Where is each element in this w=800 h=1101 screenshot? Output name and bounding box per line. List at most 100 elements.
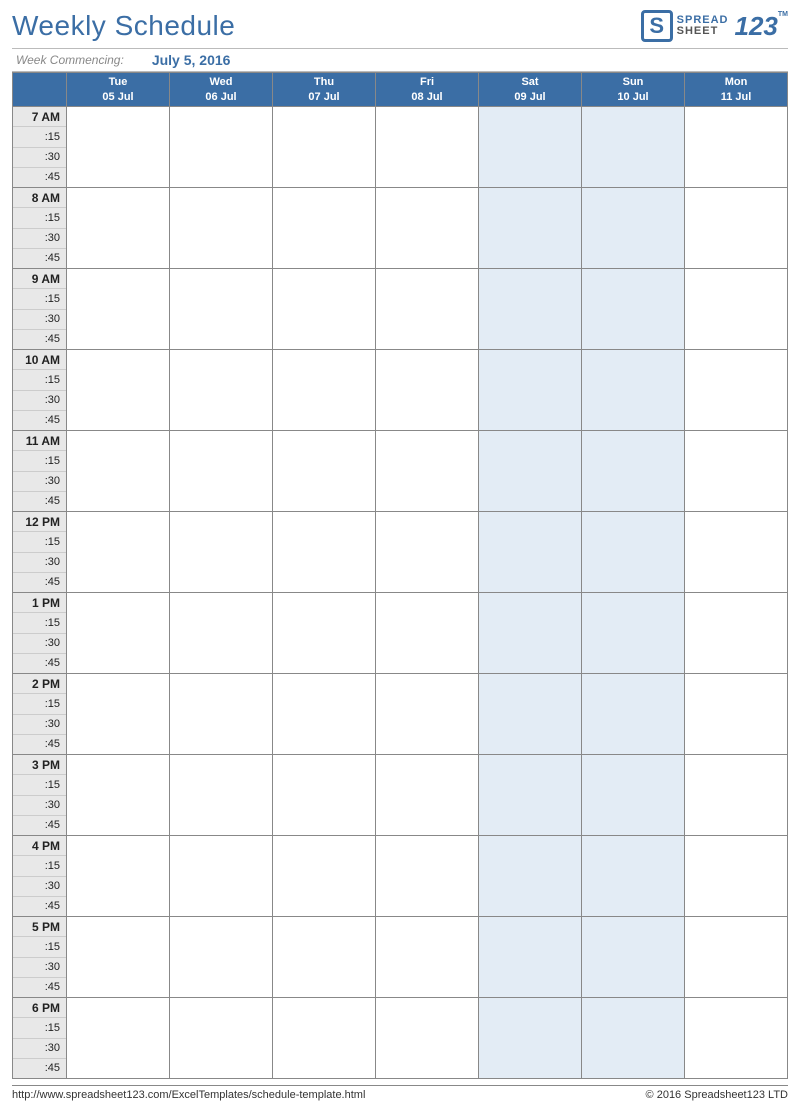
schedule-cell[interactable] bbox=[67, 836, 170, 917]
schedule-cell[interactable] bbox=[685, 836, 788, 917]
schedule-cell[interactable] bbox=[170, 917, 273, 998]
schedule-cell[interactable] bbox=[685, 269, 788, 350]
schedule-cell[interactable] bbox=[376, 350, 479, 431]
schedule-cell[interactable] bbox=[273, 917, 376, 998]
schedule-cell[interactable] bbox=[479, 107, 582, 188]
schedule-cell[interactable] bbox=[479, 269, 582, 350]
schedule-cell[interactable] bbox=[582, 998, 685, 1079]
schedule-cell[interactable] bbox=[376, 107, 479, 188]
schedule-cell[interactable] bbox=[479, 998, 582, 1079]
schedule-cell[interactable] bbox=[582, 836, 685, 917]
schedule-cell[interactable] bbox=[170, 674, 273, 755]
schedule-cell[interactable] bbox=[67, 188, 170, 269]
schedule-cell[interactable] bbox=[273, 836, 376, 917]
minute-label: :15 bbox=[13, 532, 66, 552]
schedule-cell[interactable] bbox=[67, 755, 170, 836]
schedule-cell[interactable] bbox=[170, 755, 273, 836]
schedule-cell[interactable] bbox=[273, 593, 376, 674]
schedule-cell[interactable] bbox=[582, 269, 685, 350]
hour-label: 12 PM bbox=[13, 512, 66, 532]
schedule-cell[interactable] bbox=[170, 107, 273, 188]
schedule-cell[interactable] bbox=[376, 836, 479, 917]
schedule-cell[interactable] bbox=[582, 350, 685, 431]
schedule-cell[interactable] bbox=[376, 755, 479, 836]
schedule-cell[interactable] bbox=[685, 512, 788, 593]
schedule-cell[interactable] bbox=[685, 755, 788, 836]
schedule-cell[interactable] bbox=[67, 269, 170, 350]
time-cell: 12 PM:15:30:45 bbox=[13, 512, 67, 593]
schedule-cell[interactable] bbox=[376, 593, 479, 674]
schedule-cell[interactable] bbox=[582, 188, 685, 269]
schedule-cell[interactable] bbox=[273, 431, 376, 512]
schedule-cell[interactable] bbox=[376, 674, 479, 755]
schedule-cell[interactable] bbox=[170, 512, 273, 593]
schedule-cell[interactable] bbox=[273, 998, 376, 1079]
hour-label: 9 AM bbox=[13, 269, 66, 289]
schedule-cell[interactable] bbox=[376, 917, 479, 998]
schedule-cell[interactable] bbox=[479, 836, 582, 917]
schedule-cell[interactable] bbox=[376, 512, 479, 593]
hour-label: 8 AM bbox=[13, 188, 66, 208]
schedule-cell[interactable] bbox=[273, 107, 376, 188]
schedule-cell[interactable] bbox=[67, 674, 170, 755]
hour-row: 5 PM:15:30:45 bbox=[13, 917, 788, 998]
schedule-cell[interactable] bbox=[67, 998, 170, 1079]
schedule-cell[interactable] bbox=[685, 593, 788, 674]
schedule-cell[interactable] bbox=[376, 431, 479, 512]
schedule-cell[interactable] bbox=[273, 350, 376, 431]
schedule-cell[interactable] bbox=[582, 512, 685, 593]
schedule-cell[interactable] bbox=[479, 755, 582, 836]
schedule-cell[interactable] bbox=[376, 998, 479, 1079]
schedule-cell[interactable] bbox=[479, 188, 582, 269]
schedule-cell[interactable] bbox=[685, 188, 788, 269]
minute-label: :30 bbox=[13, 310, 66, 330]
time-cell: 4 PM:15:30:45 bbox=[13, 836, 67, 917]
schedule-cell[interactable] bbox=[67, 593, 170, 674]
schedule-cell[interactable] bbox=[376, 188, 479, 269]
schedule-cell[interactable] bbox=[170, 431, 273, 512]
schedule-cell[interactable] bbox=[170, 998, 273, 1079]
schedule-cell[interactable] bbox=[582, 431, 685, 512]
schedule-cell[interactable] bbox=[479, 917, 582, 998]
schedule-cell[interactable] bbox=[479, 512, 582, 593]
time-cell: 9 AM:15:30:45 bbox=[13, 269, 67, 350]
schedule-cell[interactable] bbox=[273, 512, 376, 593]
schedule-cell[interactable] bbox=[170, 836, 273, 917]
schedule-cell[interactable] bbox=[479, 350, 582, 431]
schedule-cell[interactable] bbox=[685, 674, 788, 755]
schedule-cell[interactable] bbox=[170, 593, 273, 674]
time-cell: 8 AM:15:30:45 bbox=[13, 188, 67, 269]
schedule-cell[interactable] bbox=[582, 593, 685, 674]
minute-label: :45 bbox=[13, 573, 66, 592]
schedule-cell[interactable] bbox=[685, 998, 788, 1079]
schedule-cell[interactable] bbox=[273, 755, 376, 836]
schedule-cell[interactable] bbox=[376, 269, 479, 350]
week-commencing-row: Week Commencing: July 5, 2016 bbox=[12, 48, 788, 72]
hour-label: 2 PM bbox=[13, 674, 66, 694]
schedule-cell[interactable] bbox=[479, 674, 582, 755]
hour-label: 6 PM bbox=[13, 998, 66, 1018]
schedule-cell[interactable] bbox=[685, 350, 788, 431]
schedule-cell[interactable] bbox=[582, 917, 685, 998]
schedule-cell[interactable] bbox=[479, 431, 582, 512]
schedule-cell[interactable] bbox=[67, 512, 170, 593]
schedule-cell[interactable] bbox=[170, 350, 273, 431]
schedule-cell[interactable] bbox=[273, 188, 376, 269]
schedule-cell[interactable] bbox=[67, 431, 170, 512]
schedule-cell[interactable] bbox=[479, 593, 582, 674]
schedule-cell[interactable] bbox=[582, 107, 685, 188]
schedule-cell[interactable] bbox=[170, 269, 273, 350]
schedule-cell[interactable] bbox=[273, 674, 376, 755]
minute-label: :15 bbox=[13, 613, 66, 633]
schedule-cell[interactable] bbox=[67, 917, 170, 998]
hour-row: 10 AM:15:30:45 bbox=[13, 350, 788, 431]
schedule-cell[interactable] bbox=[67, 350, 170, 431]
schedule-cell[interactable] bbox=[685, 917, 788, 998]
schedule-cell[interactable] bbox=[67, 107, 170, 188]
schedule-cell[interactable] bbox=[582, 755, 685, 836]
schedule-cell[interactable] bbox=[582, 674, 685, 755]
schedule-cell[interactable] bbox=[170, 188, 273, 269]
schedule-cell[interactable] bbox=[273, 269, 376, 350]
schedule-cell[interactable] bbox=[685, 431, 788, 512]
schedule-cell[interactable] bbox=[685, 107, 788, 188]
